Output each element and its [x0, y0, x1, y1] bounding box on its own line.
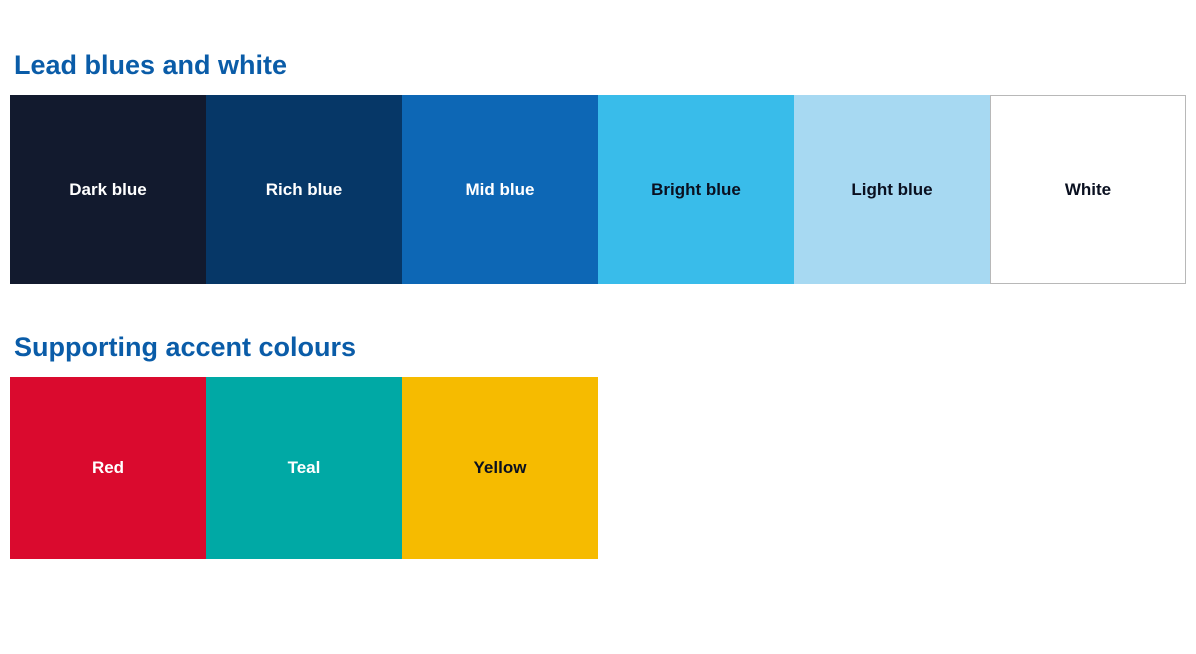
- swatch-label: Light blue: [851, 180, 932, 200]
- swatch-label: Teal: [288, 458, 321, 478]
- swatch-label: Yellow: [474, 458, 527, 478]
- swatch-mid-blue: Mid blue: [402, 95, 598, 284]
- swatch-label: Mid blue: [466, 180, 535, 200]
- swatch-label: Bright blue: [651, 180, 741, 200]
- swatch-label: Dark blue: [69, 180, 146, 200]
- swatch-label: Red: [92, 458, 124, 478]
- accent-section-title: Supporting accent colours: [14, 332, 1186, 363]
- swatch-red: Red: [10, 377, 206, 559]
- lead-swatch-row: Dark blue Rich blue Mid blue Bright blue…: [10, 95, 1186, 284]
- swatch-teal: Teal: [206, 377, 402, 559]
- swatch-label: White: [1065, 180, 1111, 200]
- swatch-rich-blue: Rich blue: [206, 95, 402, 284]
- lead-section-title: Lead blues and white: [14, 50, 1186, 81]
- swatch-label: Rich blue: [266, 180, 343, 200]
- accent-swatch-row: Red Teal Yellow: [10, 377, 1186, 559]
- swatch-dark-blue: Dark blue: [10, 95, 206, 284]
- swatch-bright-blue: Bright blue: [598, 95, 794, 284]
- swatch-yellow: Yellow: [402, 377, 598, 559]
- swatch-white: White: [990, 95, 1186, 284]
- swatch-light-blue: Light blue: [794, 95, 990, 284]
